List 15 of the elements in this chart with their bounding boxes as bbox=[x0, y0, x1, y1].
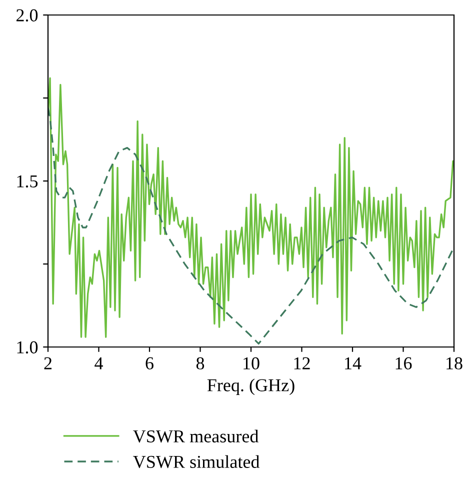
x-tick-label: 4 bbox=[94, 357, 103, 370]
x-tick-label: 2 bbox=[44, 357, 52, 370]
legend-label: VSWR simulated bbox=[133, 455, 260, 468]
x-tick-label: 14 bbox=[345, 357, 362, 370]
legend-label: VSWR measured bbox=[133, 430, 258, 443]
x-tick-label: 16 bbox=[396, 357, 412, 370]
x-axis-title: Freq. (GHz) bbox=[207, 378, 294, 396]
x-tick-label: 8 bbox=[196, 357, 204, 370]
x-tick-label: 18 bbox=[446, 357, 462, 370]
y-tick-label: 1.5 bbox=[17, 175, 38, 188]
y-tick-label: 1.0 bbox=[17, 341, 38, 354]
y-tick-label: 2.0 bbox=[16, 9, 38, 22]
x-tick-label: 12 bbox=[294, 357, 310, 370]
x-tick-label: 10 bbox=[244, 357, 260, 370]
x-tick-label: 6 bbox=[146, 357, 154, 370]
